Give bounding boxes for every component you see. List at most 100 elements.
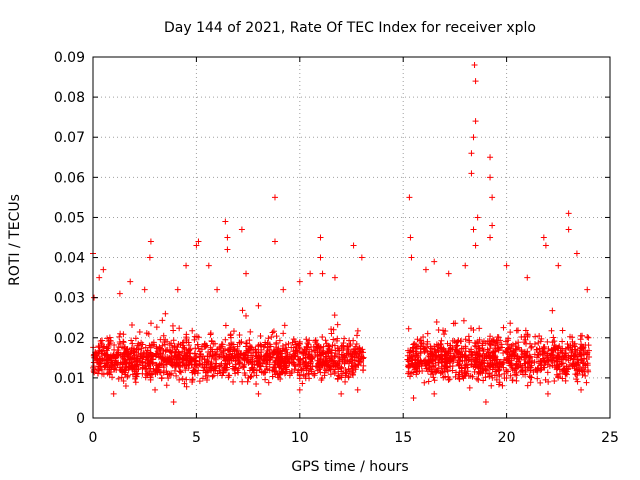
roti-data-point — [336, 357, 343, 364]
roti-data-point — [354, 346, 361, 353]
roti-data-point — [493, 356, 500, 363]
roti-data-point — [334, 375, 341, 382]
roti-data-point — [515, 327, 522, 334]
roti-outlier-point — [474, 214, 481, 221]
roti-data-point — [577, 351, 584, 358]
roti-data-point — [551, 359, 558, 366]
roti-data-point — [454, 338, 461, 345]
roti-data-point — [153, 345, 160, 352]
roti-data-point — [343, 370, 350, 377]
roti-data-point — [227, 331, 234, 338]
roti-data-point — [426, 366, 433, 373]
roti-data-point — [179, 359, 186, 366]
roti-data-point — [512, 362, 519, 369]
x-tick-label: 0 — [89, 430, 98, 446]
roti-data-point — [411, 356, 418, 363]
roti-data-point — [408, 361, 415, 368]
roti-data-point — [143, 365, 150, 372]
roti-data-point — [263, 360, 270, 367]
roti-data-point — [132, 379, 139, 386]
roti-data-point — [138, 345, 145, 352]
roti-data-point — [311, 370, 318, 377]
roti-data-point — [502, 348, 509, 355]
roti-data-point — [559, 375, 566, 382]
roti-data-point — [171, 342, 178, 349]
roti-data-point — [248, 373, 255, 380]
roti-data-point — [334, 321, 341, 328]
roti-data-point — [282, 341, 289, 348]
roti-data-point — [578, 357, 585, 364]
roti-data-point — [242, 372, 249, 379]
roti-data-point — [175, 349, 182, 356]
roti-data-point — [519, 367, 526, 374]
roti-outlier-point — [243, 270, 250, 277]
roti-data-point — [316, 360, 323, 367]
roti-data-point — [198, 343, 205, 350]
roti-data-point — [437, 370, 444, 377]
roti-outlier-point — [174, 286, 181, 293]
roti-data-point — [483, 351, 490, 358]
roti-outlier-point — [431, 258, 438, 265]
roti-data-point — [120, 338, 127, 345]
roti-data-point — [444, 368, 451, 375]
roti-data-point — [284, 358, 291, 365]
roti-data-point — [527, 340, 534, 347]
roti-data-point — [441, 365, 448, 372]
roti-data-point — [281, 322, 288, 329]
roti-outlier-point — [410, 394, 417, 401]
roti-data-point — [468, 346, 475, 353]
roti-data-point — [501, 375, 508, 382]
roti-data-point — [538, 361, 545, 368]
roti-data-point — [528, 344, 535, 351]
roti-data-point — [132, 335, 139, 342]
roti-data-point — [176, 368, 183, 375]
roti-data-point — [553, 354, 560, 361]
roti-outlier-point — [524, 274, 531, 281]
roti-data-point — [95, 343, 102, 350]
roti-data-point — [142, 365, 149, 372]
roti-data-point — [468, 352, 475, 359]
roti-data-point — [572, 360, 579, 367]
roti-data-point — [585, 334, 592, 341]
roti-data-point — [322, 360, 329, 367]
roti-data-point — [201, 340, 208, 347]
roti-data-point — [306, 375, 313, 382]
roti-data-point — [493, 376, 500, 383]
roti-data-point — [423, 365, 430, 372]
roti-data-point — [179, 375, 186, 382]
roti-data-point — [203, 359, 210, 366]
roti-data-point — [175, 341, 182, 348]
roti-data-point — [243, 312, 250, 319]
roti-data-point — [479, 342, 486, 349]
roti-data-point — [188, 361, 195, 368]
roti-data-point — [181, 380, 188, 387]
roti-outlier-point — [407, 234, 414, 241]
roti-data-point — [314, 346, 321, 353]
roti-data-point — [258, 346, 265, 353]
roti-outlier-point — [317, 254, 324, 261]
roti-data-point — [491, 372, 498, 379]
roti-data-point — [325, 367, 332, 374]
roti-outlier-point — [271, 194, 278, 201]
roti-data-point — [550, 334, 557, 341]
roti-data-point — [458, 338, 465, 345]
roti-data-point — [160, 332, 167, 339]
roti-outlier-point — [540, 234, 547, 241]
roti-data-point — [484, 346, 491, 353]
roti-data-point — [509, 366, 516, 373]
roti-data-point — [346, 337, 353, 344]
roti-data-point — [440, 327, 447, 334]
roti-data-point — [97, 338, 104, 345]
roti-data-point — [163, 382, 170, 389]
roti-data-point — [112, 362, 119, 369]
roti-data-point — [585, 347, 592, 354]
roti-data-point — [327, 371, 334, 378]
roti-data-point — [249, 366, 256, 373]
y-tick-label: 0.01 — [54, 371, 85, 387]
roti-data-point — [322, 337, 329, 344]
roti-data-point — [360, 349, 367, 356]
roti-data-point — [294, 369, 301, 376]
roti-data-point — [285, 340, 292, 347]
roti-data-point — [422, 356, 429, 363]
roti-data-point — [289, 339, 296, 346]
